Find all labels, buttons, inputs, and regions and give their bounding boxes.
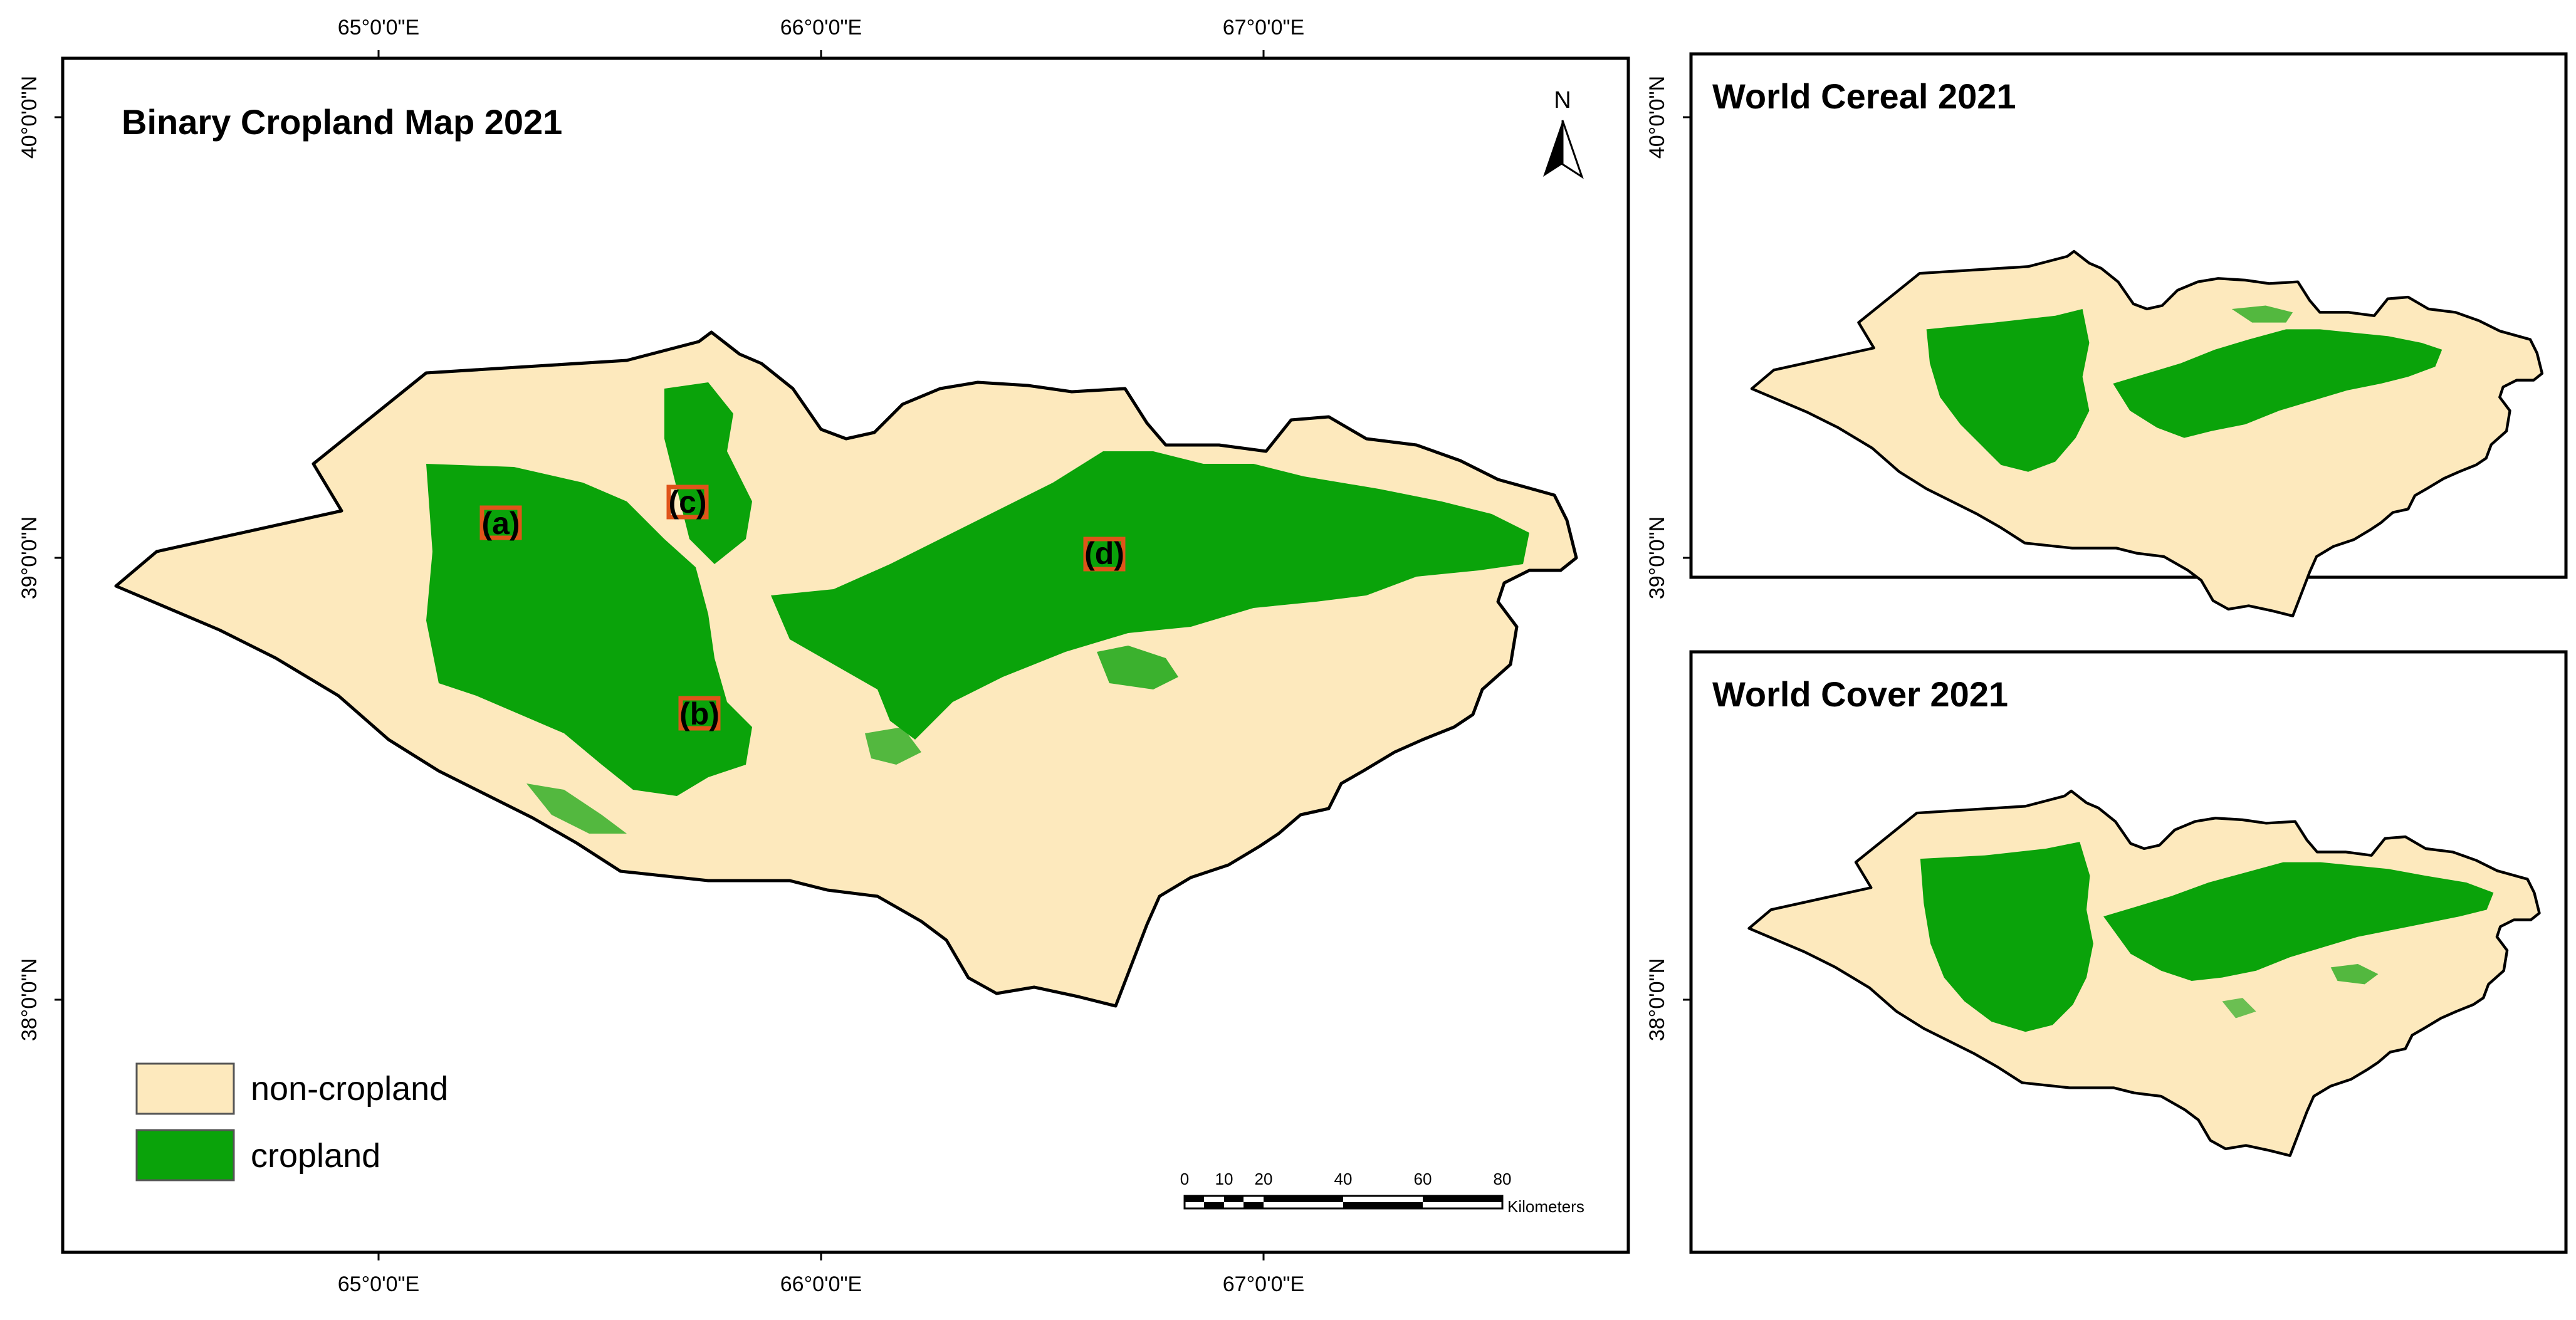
legend-swatch-non-cropland	[135, 1062, 235, 1115]
site-marker-c-label: (c)	[668, 485, 706, 520]
inset-world-cover-panel: 38°0'0"N World Cover 2021	[1645, 650, 2568, 1254]
inset-top-lat-tick-1: 40°0'0"N	[1645, 76, 1669, 159]
site-marker-d: (d)	[1083, 536, 1126, 572]
legend-swatch-cropland	[135, 1129, 235, 1181]
scale-bar: 0 10 20 40 60 80 Kilometers	[1180, 1170, 1584, 1216]
scale-tick-10: 10	[1215, 1170, 1233, 1188]
site-marker-c: (c)	[666, 485, 709, 520]
scale-tick-60: 60	[1414, 1170, 1432, 1188]
lon-tick-bottom-2: 66°0'0"E	[780, 1272, 862, 1296]
site-marker-d-label: (d)	[1084, 536, 1124, 571]
legend-item-non-cropland: non-cropland	[135, 1062, 448, 1115]
scale-tick-0: 0	[1180, 1170, 1189, 1188]
site-marker-b: (b)	[678, 696, 721, 731]
scale-tick-80: 80	[1494, 1170, 1512, 1188]
study-region	[116, 332, 1576, 1006]
inset-world-cereal-region	[1752, 251, 2542, 616]
inset-top-lat-tick-2: 39°0'0"N	[1645, 516, 1669, 599]
scale-unit: Kilometers	[1507, 1197, 1584, 1216]
legend-label-cropland: cropland	[251, 1137, 380, 1175]
lat-tick-left-1: 40°0'0"N	[18, 76, 41, 159]
main-map-title: Binary Cropland Map 2021	[122, 102, 562, 142]
inset-world-cover-title: World Cover 2021	[1712, 674, 2008, 714]
cropland-patches-main	[426, 382, 1529, 834]
inset-world-cover-region	[1749, 791, 2540, 1156]
lon-tick-top-1: 65°0'0"E	[338, 16, 419, 39]
site-marker-b-label: (b)	[679, 696, 720, 731]
scale-tick-20: 20	[1255, 1170, 1273, 1188]
map-legend: non-cropland cropland	[135, 1062, 448, 1181]
legend-label-non-cropland: non-cropland	[251, 1070, 448, 1108]
lon-tick-bottom-3: 67°0'0"E	[1223, 1272, 1304, 1296]
inset-world-cereal-panel: 40°0'0"N 39°0'0"N World Cereal 2021	[1645, 52, 2568, 616]
north-arrow-icon: N	[1543, 87, 1584, 179]
lon-tick-bottom-1: 65°0'0"E	[338, 1272, 419, 1296]
inset-bottom-lat-tick-1: 38°0'0"N	[1645, 958, 1669, 1041]
main-map-panel: 65°0'0"E 66°0'0"E 67°0'0"E 65°0'0"E 66°0…	[18, 16, 1630, 1296]
lon-tick-top-2: 66°0'0"E	[780, 16, 862, 39]
scale-tick-40: 40	[1334, 1170, 1353, 1188]
lat-tick-left-2: 39°0'0"N	[18, 516, 41, 599]
lon-tick-top-3: 67°0'0"E	[1223, 16, 1304, 39]
north-label: N	[1554, 87, 1571, 113]
site-marker-a: (a)	[479, 505, 522, 541]
site-marker-a-label: (a)	[481, 506, 520, 541]
legend-item-cropland: cropland	[135, 1129, 380, 1181]
lat-tick-left-3: 38°0'0"N	[18, 958, 41, 1041]
inset-world-cereal-title: World Cereal 2021	[1712, 76, 2016, 116]
